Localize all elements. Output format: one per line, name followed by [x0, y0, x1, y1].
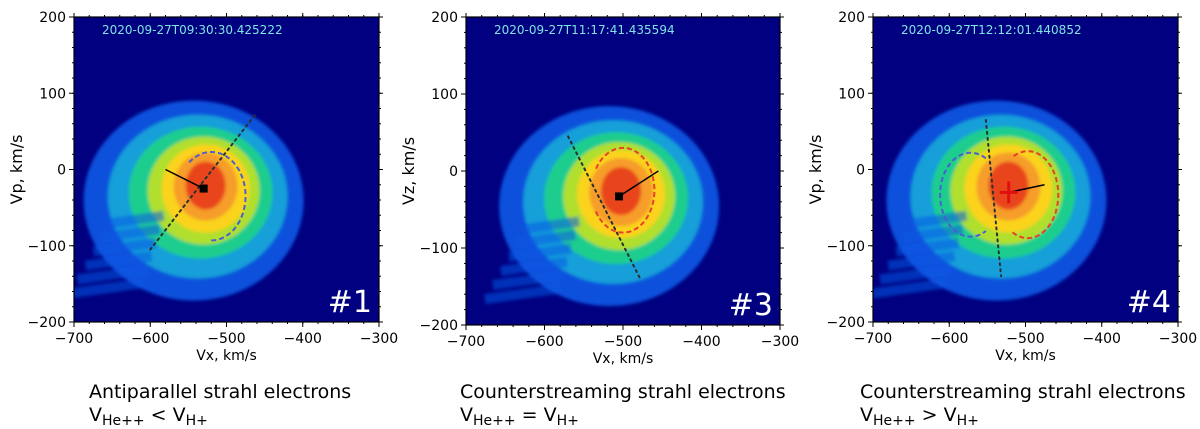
- vdf-heatmap: [74, 100, 304, 301]
- chart-1: 2020-09-27T09:30:30.425222 #1 −700 −600 −500…: [7, 10, 398, 364]
- panel-1: 2020-09-27T09:30:30.425222 #1 −700 −600 −500…: [0, 0, 400, 429]
- y-tick-label: 200: [431, 10, 458, 26]
- contour-red-1: [1011, 150, 1060, 240]
- caption-3-relation: VHe++ = VH+: [460, 404, 579, 429]
- x-tick-label: −300: [360, 331, 398, 347]
- velocity-vector: [165, 168, 204, 190]
- y-tick-label: −200: [28, 315, 66, 331]
- vdf-tail-5: [74, 278, 145, 299]
- y-axis-label: Vp, km/s: [806, 135, 825, 205]
- vdf-tail-4: [76, 264, 149, 285]
- x-tick-label: −400: [1083, 331, 1121, 347]
- panel-number: #4: [1127, 285, 1171, 320]
- vdf-tail-1: [516, 229, 576, 249]
- y-tick-label: 0: [449, 164, 458, 180]
- caption-1-title: Antiparallel strahl electrons: [89, 381, 352, 403]
- vdf-tail-0: [911, 210, 968, 229]
- x-tick-label: −500: [207, 331, 245, 347]
- vdf-heatmap: [873, 100, 1107, 301]
- panel-4: 2020-09-27T12:12:01.440852 #4 −700 −600 −500…: [800, 0, 1200, 429]
- contour-blue-0: [939, 151, 987, 238]
- caption-4-title: Counterstreaming strahl electrons: [860, 381, 1186, 403]
- x-tick-label: −600: [930, 331, 968, 347]
- timestamp-label: 2020-09-27T12:12:01.440852: [901, 23, 1082, 37]
- y-tick-label: 0: [856, 163, 865, 179]
- vdf-tail-3: [84, 251, 153, 271]
- magnetic-field-line: [567, 135, 642, 280]
- vdf-tail-4: [879, 264, 952, 285]
- y-tick-label: −100: [827, 239, 865, 255]
- y-tick-label: 0: [57, 163, 66, 179]
- x-tick-label: −500: [604, 334, 642, 350]
- vdf-tail-0: [108, 210, 165, 229]
- y-tick-label: 100: [838, 86, 865, 102]
- x-tick-label: −400: [284, 331, 322, 347]
- vdf-shell-6: [601, 167, 642, 216]
- vdf-tail-5: [484, 283, 560, 305]
- vdf-tail-5: [873, 278, 948, 299]
- vdf-tail-3: [500, 256, 568, 277]
- vdf-tail-2: [895, 237, 960, 257]
- vdf-tail-1: [903, 224, 964, 243]
- vdf-tail-2: [508, 243, 572, 263]
- x-tick-label: −700: [447, 334, 485, 350]
- panel-number: #1: [328, 285, 372, 320]
- x-tick-label: −700: [55, 331, 93, 347]
- vdf-tail-2: [92, 237, 157, 257]
- x-tick-label: −600: [131, 331, 169, 347]
- x-tick-label: −300: [1159, 331, 1197, 347]
- y-tick-label: 100: [431, 87, 458, 103]
- y-tick-label: 200: [838, 10, 865, 26]
- timestamp-label: 2020-09-27T11:17:41.435594: [494, 23, 675, 37]
- y-tick-label: −200: [827, 315, 865, 331]
- caption-4-relation: VHe++ > VH+: [860, 404, 979, 429]
- vdf-tail-3: [887, 251, 956, 271]
- x-axis-label: Vx, km/s: [995, 348, 1056, 364]
- x-tick-label: −300: [761, 334, 799, 350]
- y-tick-label: −200: [420, 318, 458, 334]
- y-axis-label: Vz, km/s: [399, 137, 418, 205]
- caption-1-relation: VHe++ < VH+: [89, 404, 208, 429]
- magnetic-field-line: [149, 111, 258, 251]
- vdf-tail-0: [524, 216, 580, 235]
- y-tick-label: −100: [420, 241, 458, 257]
- vdf-tail-1: [100, 224, 161, 243]
- h-plus-marker: [199, 184, 208, 193]
- y-tick-label: −100: [28, 239, 66, 255]
- x-tick-label: −700: [854, 331, 892, 347]
- x-tick-label: −600: [525, 334, 563, 350]
- timestamp-label: 2020-09-27T09:30:30.425222: [102, 23, 283, 37]
- y-tick-label: 200: [39, 10, 66, 26]
- panel-3: 2020-09-27T11:17:41.435594 #3 −700 −600 −500…: [399, 0, 800, 429]
- x-tick-label: −500: [1006, 331, 1044, 347]
- y-tick-label: 100: [39, 86, 66, 102]
- vdf-tail-4: [492, 270, 564, 291]
- panel-number: #3: [729, 288, 773, 323]
- x-axis-label: Vx, km/s: [593, 351, 654, 367]
- chart-4: 2020-09-27T12:12:01.440852 #4 −700 −600 −500…: [806, 10, 1197, 364]
- x-axis-label: Vx, km/s: [196, 348, 257, 364]
- chart-3: 2020-09-27T11:17:41.435594 #3 −700 −600 −500…: [399, 10, 799, 367]
- x-tick-label: −400: [682, 334, 720, 350]
- magnetic-field-line: [984, 118, 1003, 278]
- y-axis-label: Vp, km/s: [7, 135, 26, 205]
- caption-3-title: Counterstreaming strahl electrons: [460, 381, 786, 403]
- vdf-heatmap: [484, 106, 720, 307]
- h-plus-marker: [615, 192, 624, 201]
- velocity-vector: [618, 170, 659, 198]
